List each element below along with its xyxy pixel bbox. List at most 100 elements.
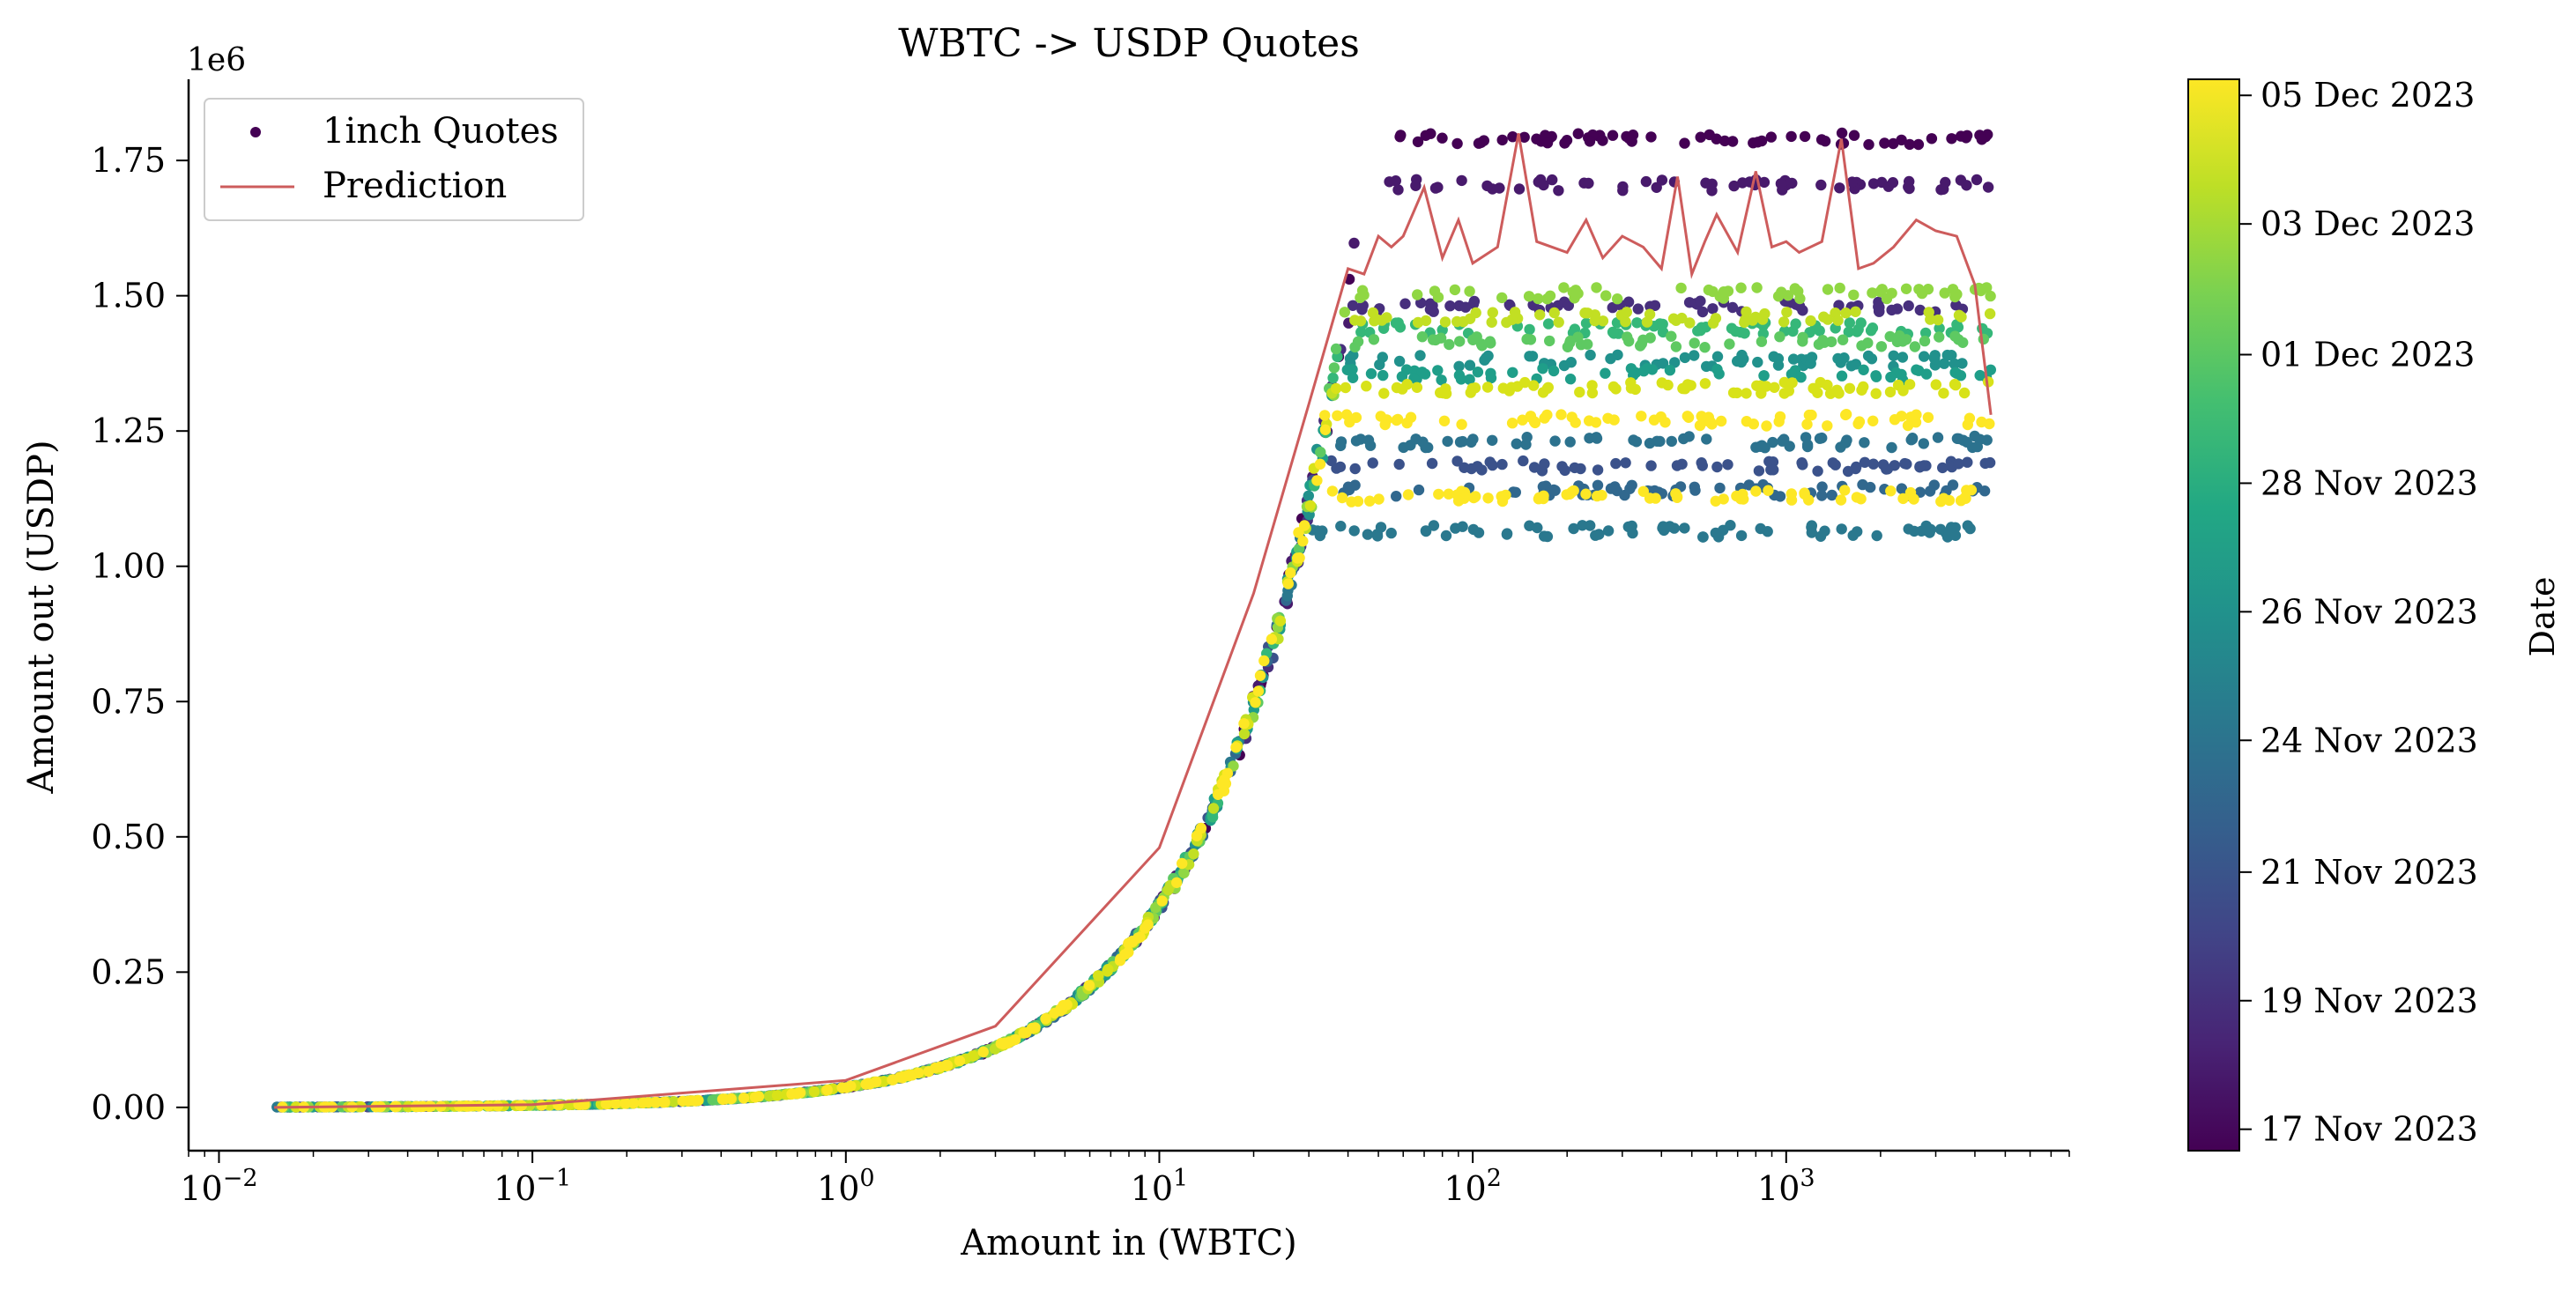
quote-point bbox=[1607, 326, 1619, 338]
quote-point bbox=[1772, 291, 1785, 302]
quote-point bbox=[1509, 307, 1521, 318]
quote-point bbox=[1790, 318, 1801, 330]
quote-point bbox=[1330, 382, 1342, 395]
quote-point bbox=[716, 1093, 729, 1105]
quote-point bbox=[1822, 379, 1833, 391]
quote-point bbox=[1900, 334, 1912, 345]
quote-point bbox=[1533, 492, 1545, 503]
quote-point bbox=[1473, 527, 1485, 538]
quote-point bbox=[1774, 331, 1785, 343]
quote-point bbox=[1566, 486, 1578, 498]
quote-point bbox=[1701, 433, 1712, 445]
quote-point bbox=[1756, 336, 1768, 347]
quote-point bbox=[1710, 313, 1722, 324]
quote-point bbox=[1822, 284, 1834, 295]
quote-point bbox=[1496, 495, 1509, 507]
quote-point bbox=[1496, 292, 1508, 304]
quote-point bbox=[1644, 493, 1656, 504]
quote-point bbox=[1651, 181, 1662, 193]
quote-point bbox=[1919, 335, 1931, 347]
quote-point bbox=[1726, 322, 1738, 334]
quote-point bbox=[1452, 495, 1465, 507]
quote-point bbox=[1752, 356, 1763, 368]
quote-point bbox=[1311, 475, 1323, 486]
quote-point bbox=[1871, 530, 1882, 542]
quote-point bbox=[1763, 485, 1774, 496]
colorbar-label: Date bbox=[2523, 577, 2562, 657]
quote-point bbox=[659, 1096, 671, 1108]
quote-point bbox=[1297, 536, 1309, 547]
quote-point bbox=[1340, 382, 1352, 394]
quote-point bbox=[1544, 290, 1556, 301]
quote-point bbox=[1348, 237, 1360, 249]
quote-point bbox=[1528, 416, 1540, 427]
quote-point bbox=[941, 1059, 954, 1071]
quote-point bbox=[1365, 367, 1377, 380]
quote-point bbox=[1570, 417, 1581, 428]
quote-point bbox=[637, 1097, 649, 1109]
quote-point bbox=[1018, 1027, 1030, 1039]
quote-point bbox=[1608, 414, 1620, 426]
x-tick-label: 102 bbox=[1444, 1165, 1502, 1208]
quote-point bbox=[1326, 485, 1339, 497]
quote-point bbox=[1658, 521, 1669, 532]
quote-point bbox=[1559, 137, 1570, 149]
quote-point bbox=[1481, 180, 1493, 192]
quote-point bbox=[1741, 388, 1752, 399]
quote-point bbox=[1844, 317, 1855, 329]
quote-point bbox=[1657, 326, 1669, 338]
quote-point bbox=[1426, 457, 1438, 470]
quote-point bbox=[1451, 137, 1463, 150]
quote-point bbox=[1617, 181, 1629, 193]
quote-point bbox=[1899, 457, 1911, 470]
quote-point bbox=[1932, 432, 1944, 443]
quote-point bbox=[894, 1071, 906, 1083]
quote-point bbox=[1487, 307, 1499, 318]
quote-point bbox=[1947, 284, 1959, 295]
quote-point bbox=[1140, 922, 1151, 934]
quote-point bbox=[1564, 436, 1576, 448]
quote-point bbox=[1238, 718, 1250, 730]
quote-point bbox=[1696, 457, 1707, 469]
quote-point bbox=[1374, 359, 1385, 371]
quote-point bbox=[1836, 127, 1848, 139]
quote-point bbox=[1258, 655, 1270, 667]
quote-point bbox=[1361, 381, 1372, 392]
quote-point bbox=[1657, 358, 1669, 369]
quote-point bbox=[1623, 133, 1635, 144]
quote-point bbox=[1319, 424, 1332, 435]
quote-point bbox=[1352, 336, 1364, 347]
quote-point bbox=[1553, 316, 1564, 328]
quote-point bbox=[1523, 291, 1535, 302]
quote-point bbox=[1538, 179, 1549, 191]
quote-point bbox=[1962, 456, 1973, 468]
quote-point bbox=[1825, 336, 1837, 348]
quote-point bbox=[1558, 282, 1570, 293]
quote-point bbox=[1711, 133, 1722, 144]
quote-point bbox=[620, 1098, 632, 1109]
quote-point bbox=[1645, 131, 1657, 143]
quote-point bbox=[1888, 350, 1899, 361]
quote-point bbox=[1464, 285, 1475, 297]
quote-point bbox=[1925, 523, 1936, 536]
quote-point bbox=[1857, 478, 1868, 491]
quote-point bbox=[1760, 381, 1772, 392]
quote-point bbox=[1920, 368, 1933, 380]
quote-point bbox=[1801, 439, 1814, 450]
quote-point bbox=[1628, 434, 1639, 446]
quote-point bbox=[1521, 432, 1533, 443]
quote-point bbox=[1266, 633, 1278, 645]
quote-point bbox=[1684, 317, 1696, 329]
quote-point bbox=[1501, 528, 1513, 539]
quote-point bbox=[1870, 388, 1882, 399]
quote-point bbox=[1865, 325, 1877, 337]
y-tick-label: 1.00 bbox=[91, 547, 166, 586]
quote-point bbox=[677, 1095, 688, 1108]
quote-point bbox=[1904, 379, 1916, 390]
quote-point bbox=[1949, 530, 1962, 541]
quote-point bbox=[1714, 482, 1726, 494]
quote-point bbox=[1938, 358, 1950, 369]
quote-point bbox=[1699, 378, 1711, 389]
quote-point bbox=[1897, 352, 1909, 363]
quote-point bbox=[1397, 383, 1408, 395]
